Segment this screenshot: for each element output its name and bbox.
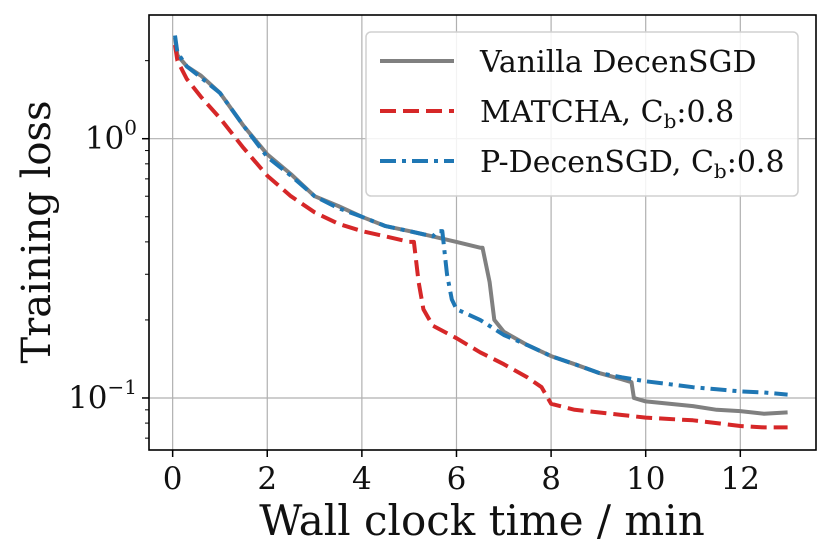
x-tick-label: 4	[352, 461, 372, 497]
legend-label-2: MATCHA, Cb:0.8	[480, 95, 734, 133]
legend-box	[365, 31, 799, 197]
series-line-3	[173, 35, 788, 397]
y-axis-title: Training loss	[14, 100, 60, 363]
plot-frame	[148, 14, 817, 451]
x-tick-label: 10	[626, 461, 665, 497]
x-tick-label: 12	[721, 461, 760, 497]
x-tick-label: 2	[257, 461, 277, 497]
legend: Vanilla DecenSGD MATCHA, Cb:0.8 P-DecenSGD…	[365, 31, 799, 197]
y-tick-label: 10−1	[68, 375, 137, 416]
x-tick-label: 0	[163, 461, 183, 497]
legend-label-1: Vanilla DecenSGD	[479, 45, 757, 80]
axis-labels: Wall clock time / min Training loss	[14, 100, 705, 545]
legend-label-3: P-DecenSGD, Cb:0.8	[480, 145, 785, 183]
plot-series	[173, 35, 788, 430]
series-line-2	[173, 44, 788, 430]
x-axis-title: Wall clock time / min	[259, 496, 705, 545]
y-tick-label: 100	[85, 116, 137, 157]
x-tick-label: 6	[447, 461, 467, 497]
axis-ticks: 0 2 4 6 8 10 12 100 10−1	[68, 60, 760, 497]
x-tick-label: 8	[541, 461, 561, 497]
